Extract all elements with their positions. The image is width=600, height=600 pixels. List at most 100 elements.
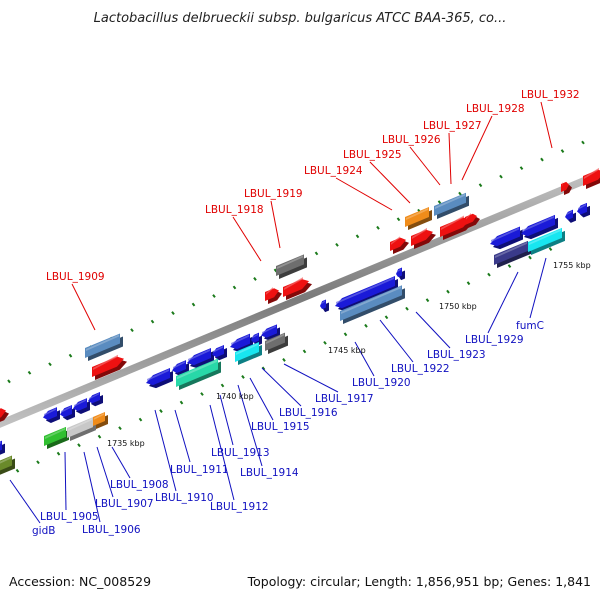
gene-label-lbul-1927[interactable]: LBUL_1927 bbox=[423, 120, 482, 132]
gene-fumc-arrow2-highlight bbox=[578, 203, 586, 210]
gene-blue-edge-left-highlight bbox=[0, 441, 1, 444]
tick-row-upper-23 bbox=[478, 183, 483, 188]
gene-label-lbul-1928[interactable]: LBUL_1928 bbox=[466, 103, 525, 115]
gene-label-lbul-1906[interactable]: LBUL_1906 bbox=[82, 524, 141, 536]
gene-red-1932a[interactable] bbox=[561, 181, 572, 195]
gene-label-lbul-1909[interactable]: LBUL_1909 bbox=[46, 271, 105, 283]
tick-row-lower-9 bbox=[179, 400, 184, 405]
tick-row-upper-16 bbox=[335, 242, 339, 247]
gene-label-lbul-1912[interactable]: LBUL_1912 bbox=[210, 501, 269, 513]
gene-red-1924[interactable] bbox=[390, 236, 409, 254]
gene-label-lbul-1911[interactable]: LBUL_1911 bbox=[170, 464, 229, 476]
gene-red-1927-highlight bbox=[466, 213, 471, 220]
gene-lbul-1925-box-highlight bbox=[406, 208, 428, 220]
gene-red-1925[interactable] bbox=[411, 227, 436, 249]
tick-row-lower-10 bbox=[200, 392, 204, 396]
gene-label-lbul-1913[interactable]: LBUL_1913 bbox=[211, 447, 270, 459]
gene-lbul-1911-arrow-highlight bbox=[173, 361, 185, 369]
gene-label-lbul-1923[interactable]: LBUL_1923 bbox=[427, 349, 486, 361]
gene-label-lbul-1910[interactable]: LBUL_1910 bbox=[155, 492, 214, 504]
gene-gidb-box-highlight bbox=[0, 456, 11, 464]
gene-lbul-1920-arrow[interactable] bbox=[335, 276, 398, 312]
gene-label-lbul-1924[interactable]: LBUL_1924 bbox=[304, 165, 363, 177]
leader-1909 bbox=[71, 283, 96, 331]
gene-label-lbul-1922[interactable]: LBUL_1922 bbox=[391, 363, 450, 375]
gene-label-lbul-1932[interactable]: LBUL_1932 bbox=[521, 89, 580, 101]
accession-text: Accession: NC_008529 bbox=[9, 574, 151, 589]
gene-fumc-arrow[interactable] bbox=[565, 209, 576, 223]
tick-row-upper-0 bbox=[7, 379, 11, 384]
gene-label-lbul-1916[interactable]: LBUL_1916 bbox=[279, 407, 338, 419]
gene-lbul-1905-box[interactable] bbox=[44, 426, 69, 449]
gene-label-lbul-1915[interactable]: LBUL_1915 bbox=[251, 421, 310, 433]
gene-lbul-1907-arrow-highlight bbox=[74, 399, 86, 407]
gene-label-lbul-1919[interactable]: LBUL_1919 bbox=[244, 188, 303, 200]
gene-label-lbul-1920[interactable]: LBUL_1920 bbox=[352, 377, 411, 389]
gene-label-lbul-1918[interactable]: LBUL_1918 bbox=[205, 204, 264, 216]
gene-fumc-arrow2[interactable] bbox=[577, 202, 590, 218]
gene-label-lbul-1914[interactable]: LBUL_1914 bbox=[240, 467, 299, 479]
gene-lbul-1909-box[interactable] bbox=[85, 333, 123, 361]
gene-lbul-1919[interactable] bbox=[276, 254, 307, 279]
gene-lbul-1909[interactable] bbox=[92, 354, 127, 380]
gene-lbul-1913-arrow[interactable] bbox=[212, 345, 227, 361]
gene-lbul-1908-arrow[interactable] bbox=[88, 392, 103, 407]
gene-lbul-1906-arrow[interactable] bbox=[60, 405, 75, 421]
gene-lbul-1910-arrow[interactable] bbox=[146, 368, 173, 389]
gene-red-1932[interactable] bbox=[583, 167, 600, 189]
gene-lbul-1906-arrow-highlight bbox=[61, 406, 71, 413]
gene-red-1925-face bbox=[411, 229, 433, 246]
gene-label-lbul-1908[interactable]: LBUL_1908 bbox=[110, 479, 169, 491]
gene-label-lbul-1907[interactable]: LBUL_1907 bbox=[95, 498, 154, 510]
gene-label-gidb[interactable]: gidB bbox=[32, 525, 55, 537]
gene-lbul-1905-arrow[interactable] bbox=[43, 407, 60, 423]
gene-lbul-1916-box[interactable] bbox=[265, 332, 288, 354]
gene-lbul-1917-arrow[interactable] bbox=[320, 299, 329, 313]
gene-label-lbul-1926[interactable]: LBUL_1926 bbox=[382, 134, 441, 146]
tick-row-upper-2 bbox=[48, 362, 52, 367]
gene-red-1926-highlight bbox=[441, 215, 464, 230]
gene-label-lbul-1917[interactable]: LBUL_1917 bbox=[315, 393, 374, 405]
gene-lbul-1907-box-highlight bbox=[94, 413, 104, 420]
gene-lbul-1929-box[interactable] bbox=[494, 240, 531, 268]
tick-row-lower-5 bbox=[97, 434, 102, 439]
gene-red-1927[interactable] bbox=[465, 213, 480, 228]
leader-1917 bbox=[283, 363, 339, 393]
gene-lbul-1929b-arrow-highlight bbox=[522, 215, 554, 232]
gene-blue-edge-left[interactable] bbox=[0, 440, 5, 455]
gene-gidb-box[interactable] bbox=[0, 455, 15, 476]
tick-row-upper-26 bbox=[540, 157, 544, 162]
tick-row-lower-17 bbox=[343, 332, 348, 337]
gene-lbul-1927-box[interactable] bbox=[434, 192, 469, 219]
gene-label-lbul-1925[interactable]: LBUL_1925 bbox=[343, 149, 402, 161]
gene-red-1918a[interactable] bbox=[265, 287, 282, 304]
gene-red-1926[interactable] bbox=[440, 215, 473, 240]
tick-row-upper-25 bbox=[519, 166, 524, 171]
gene-lbul-1909-box-highlight bbox=[86, 334, 119, 351]
gene-fumc-box-highlight bbox=[529, 228, 561, 245]
gene-lbul-1925-box[interactable] bbox=[405, 207, 432, 230]
gene-lbul-1907-arrow[interactable] bbox=[73, 398, 90, 414]
gene-red-1932a-highlight bbox=[562, 181, 563, 187]
tick-row-lower-16 bbox=[323, 340, 327, 345]
gene-label-lbul-1929[interactable]: LBUL_1929 bbox=[465, 334, 524, 346]
gene-lbul-1920-box-highlight bbox=[341, 286, 401, 314]
gene-lbul-1920-box[interactable] bbox=[340, 285, 405, 324]
gene-lbul-1922-arrow[interactable] bbox=[396, 267, 405, 281]
gene-lbul-1906-box[interactable] bbox=[67, 417, 96, 441]
tick-row-upper-12 bbox=[253, 277, 257, 281]
gene-lbul-1915-box[interactable] bbox=[235, 342, 262, 365]
gene-lbul-1929b-arrow[interactable] bbox=[521, 214, 558, 240]
gene-lbul-1919-red[interactable] bbox=[283, 277, 312, 300]
gene-red-edge-left[interactable] bbox=[0, 407, 9, 424]
gene-fumc-box[interactable] bbox=[528, 227, 565, 255]
gene-lbul-1912-arrow[interactable] bbox=[187, 348, 214, 369]
leader-1910 bbox=[154, 409, 177, 492]
gene-label-fumc[interactable]: fumC bbox=[516, 320, 544, 332]
gene-lbul-1929-arrow[interactable] bbox=[490, 226, 523, 250]
gene-lbul-1912-box[interactable] bbox=[176, 358, 221, 390]
gene-lbul-1907-box[interactable] bbox=[93, 412, 108, 429]
tick-row-lower-26 bbox=[528, 255, 532, 260]
gene-label-lbul-1905[interactable]: LBUL_1905 bbox=[40, 511, 99, 523]
gene-lbul-1916-arrow-highlight bbox=[262, 325, 276, 334]
